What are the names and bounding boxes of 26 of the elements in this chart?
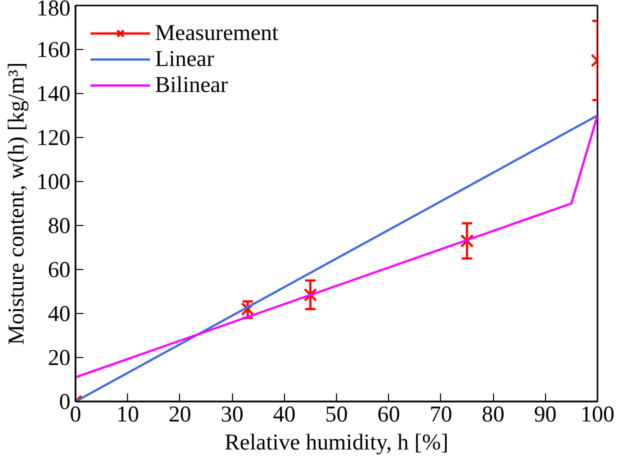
y-tick-label: 180 [36, 0, 70, 20]
y-tick-label: 80 [48, 213, 70, 238]
x-tick-label: 20 [168, 402, 192, 426]
x-tick-label: 30 [220, 402, 244, 426]
x-tick-label: 10 [116, 402, 140, 426]
legend-label: Bilinear [155, 72, 228, 98]
y-tick-label: 160 [36, 37, 70, 62]
y-tick-label: 20 [48, 345, 70, 370]
point [304, 288, 318, 302]
y-tick-label: 100 [36, 169, 70, 194]
x-tick-label: 70 [430, 402, 452, 426]
y-tick-label: 140 [36, 81, 70, 106]
legend-label: Linear [155, 46, 214, 72]
x-axis-title: Relative humidity, h [%] [224, 430, 448, 454]
x-tick-label: 80 [482, 402, 504, 426]
y-axis-title: Moisture content, w(h) [kg/m³] [4, 62, 29, 345]
x-tick-label: 50 [325, 402, 348, 426]
y-tick-label: 120 [36, 125, 70, 150]
x-tick-label: 100 [580, 402, 614, 426]
y-tick-label: 40 [48, 301, 70, 326]
legend-label: Measurement [155, 20, 278, 46]
x-tick-label: 90 [534, 402, 557, 426]
y-tick-label: 60 [48, 257, 70, 282]
point [241, 302, 255, 316]
x-tick-label: 40 [272, 402, 296, 426]
x-tick-label: 60 [377, 402, 400, 426]
